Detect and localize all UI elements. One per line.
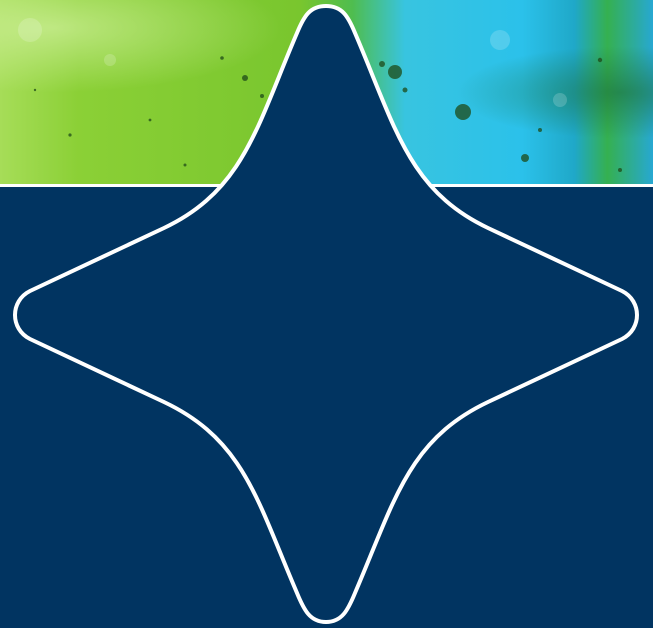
four-point-star-icon — [13, 4, 639, 624]
